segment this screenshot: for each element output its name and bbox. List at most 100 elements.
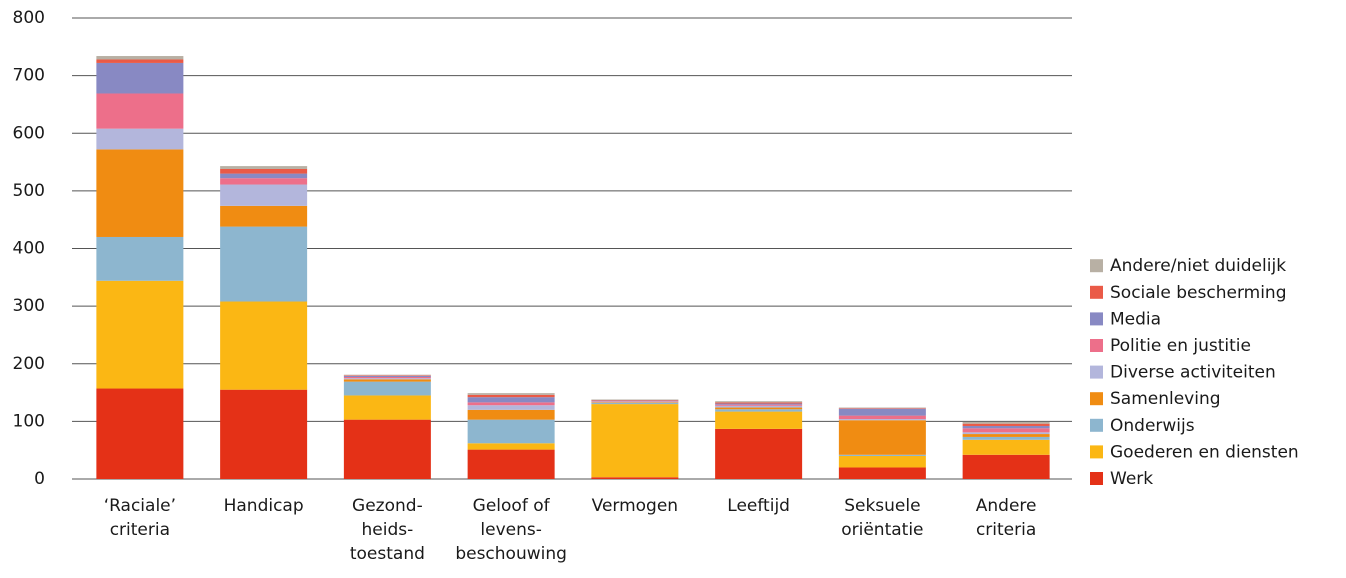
legend-label: Onderwijs xyxy=(1110,416,1195,436)
legend-swatch xyxy=(1090,392,1103,406)
bar-segment xyxy=(715,428,803,479)
legend-swatch xyxy=(1090,259,1103,273)
legend-label: Samenleving xyxy=(1110,389,1221,409)
y-tick-label: 600 xyxy=(13,123,45,143)
bar-segment xyxy=(220,173,308,179)
bar-segment xyxy=(838,455,926,468)
bar-segment xyxy=(715,402,803,404)
x-tick-label: Seksuele xyxy=(844,496,920,516)
bar-segment xyxy=(591,477,679,479)
bar-segment xyxy=(962,432,1050,435)
bar-segment xyxy=(715,411,803,429)
bar-segment xyxy=(343,395,431,420)
bar-segment xyxy=(591,402,679,403)
bar-segment xyxy=(591,401,679,402)
bar-segment xyxy=(467,397,555,403)
bar-segment xyxy=(838,408,926,409)
legend-label: Diverse activiteiten xyxy=(1110,363,1276,383)
bar-segment xyxy=(838,454,926,456)
legend-swatch xyxy=(1090,418,1103,432)
bar-segment xyxy=(467,405,555,410)
bar-segment xyxy=(467,393,555,395)
bar-segment xyxy=(220,389,308,479)
bar-segment xyxy=(343,375,431,376)
x-tick-label: levens- xyxy=(480,520,541,540)
bar-segment xyxy=(715,407,803,410)
bar-segment xyxy=(838,419,926,421)
bar-segment xyxy=(838,408,926,416)
bar-segment xyxy=(343,375,431,378)
bar-segment xyxy=(467,419,555,444)
legend-swatch xyxy=(1090,285,1103,299)
bar-segment xyxy=(591,401,679,403)
bar-segment xyxy=(962,454,1050,479)
legend-label: Sociale bescherming xyxy=(1110,283,1287,303)
y-tick-label: 0 xyxy=(34,469,45,489)
bar-segment xyxy=(343,379,431,382)
y-tick-label: 400 xyxy=(13,239,45,259)
legend-swatch xyxy=(1090,312,1103,326)
bar-segment xyxy=(962,428,1050,433)
bar-segment xyxy=(467,443,555,450)
bar-segment xyxy=(96,128,184,150)
legend-swatch xyxy=(1090,472,1103,485)
legend-swatch xyxy=(1090,339,1103,352)
legend-label: Andere/niet duidelijk xyxy=(1110,256,1286,276)
bar-segment xyxy=(343,377,431,379)
bar-segment xyxy=(343,419,431,479)
bar-segment xyxy=(467,409,555,420)
bar-segment xyxy=(96,280,184,389)
x-tick-label: criteria xyxy=(110,520,170,540)
bar-segment xyxy=(715,405,803,408)
bar-segment xyxy=(343,378,431,380)
bar-segment xyxy=(467,449,555,479)
x-tick-label: oriëntatie xyxy=(841,520,923,540)
bar-segment xyxy=(96,93,184,129)
bar-segment xyxy=(220,226,308,302)
x-tick-label: Vermogen xyxy=(592,496,678,516)
bar-segment xyxy=(220,184,308,206)
bar-segment xyxy=(715,401,803,403)
bar-segment xyxy=(715,404,803,406)
bar-segment xyxy=(591,404,679,478)
bar-segment xyxy=(591,400,679,402)
bar-segment xyxy=(220,166,308,169)
y-tick-label: 200 xyxy=(13,354,45,374)
bar-segment xyxy=(838,467,926,479)
x-tick-label: criteria xyxy=(976,520,1036,540)
bar-segment xyxy=(962,421,1050,424)
bar-segment xyxy=(962,434,1050,437)
bar-segment xyxy=(838,420,926,455)
bar-segment xyxy=(715,403,803,405)
bar-segment xyxy=(591,400,679,401)
legend-label: Goederen en diensten xyxy=(1110,442,1299,462)
bar-segment xyxy=(962,439,1050,455)
bar-segment xyxy=(220,168,308,174)
bar-segment xyxy=(962,436,1050,440)
x-tick-label: Handicap xyxy=(224,496,304,516)
bar-segment xyxy=(96,149,184,237)
legend-label: Werk xyxy=(1110,469,1153,489)
y-tick-label: 300 xyxy=(13,296,45,316)
bar-segment xyxy=(343,381,431,396)
y-tick-label: 800 xyxy=(13,8,45,28)
legend-label: Media xyxy=(1110,309,1161,329)
bar-segment xyxy=(96,59,184,63)
x-tick-label: ‘Raciale’ xyxy=(104,496,176,516)
x-tick-label: beschouwing xyxy=(455,544,567,564)
x-tick-label: heids- xyxy=(362,520,414,540)
legend-swatch xyxy=(1090,365,1103,379)
x-tick-label: Andere xyxy=(976,496,1037,516)
bar-segment xyxy=(715,409,803,412)
bar-segment xyxy=(591,399,679,401)
legend-swatch xyxy=(1090,445,1103,459)
y-tick-label: 100 xyxy=(13,411,45,431)
bar-segment xyxy=(838,415,926,420)
bar-segment xyxy=(96,62,184,94)
bar-segment xyxy=(96,236,184,281)
bar-segment xyxy=(467,394,555,398)
bar-segment xyxy=(96,388,184,479)
x-tick-label: Leeftijd xyxy=(727,496,790,516)
bar-segment xyxy=(220,205,308,227)
